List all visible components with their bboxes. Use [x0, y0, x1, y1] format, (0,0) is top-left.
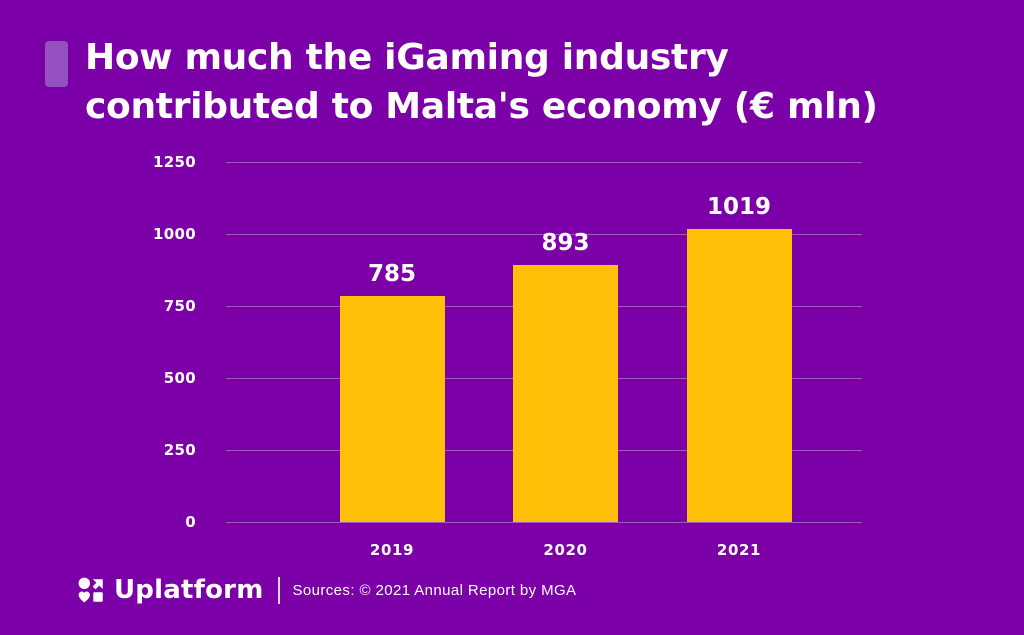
bar-value-label: 1019 [706, 193, 771, 220]
page-title-line-1: How much the iGaming industry [85, 37, 729, 78]
x-axis-category-label: 2019 [369, 541, 415, 559]
gridline [226, 162, 862, 163]
uplatform-logo-icon [78, 577, 105, 604]
y-axis-tick-label: 0 [185, 513, 196, 531]
page-title-line-2: contributed to Malta's economy (€ mln) [85, 86, 878, 127]
y-axis-tick-label: 1250 [153, 153, 196, 171]
bar-value-label: 785 [367, 260, 416, 287]
bar-2019 [339, 295, 445, 522]
x-axis-category-label: 2020 [543, 541, 588, 559]
y-axis-tick-label: 750 [163, 297, 196, 315]
bar-2020 [513, 264, 618, 522]
gridline [226, 234, 862, 235]
page-title: How much the iGaming industry contribute… [85, 33, 878, 131]
y-axis-tick-label: 1000 [153, 225, 196, 243]
bar-2021 [686, 228, 792, 522]
title-bullet [45, 41, 68, 87]
footer-divider [277, 576, 280, 604]
footer: Uplatform Sources: © 2021 Annual Report … [78, 572, 576, 608]
y-axis-tick-label: 250 [163, 441, 196, 459]
source-text: Sources: © 2021 Annual Report by MGA [292, 581, 577, 599]
bar-value-label: 893 [541, 229, 590, 256]
y-axis-tick-label: 500 [163, 369, 196, 387]
brand-name: Uplatform [114, 575, 264, 605]
x-axis-category-label: 2021 [716, 541, 762, 559]
gridline [226, 522, 862, 523]
